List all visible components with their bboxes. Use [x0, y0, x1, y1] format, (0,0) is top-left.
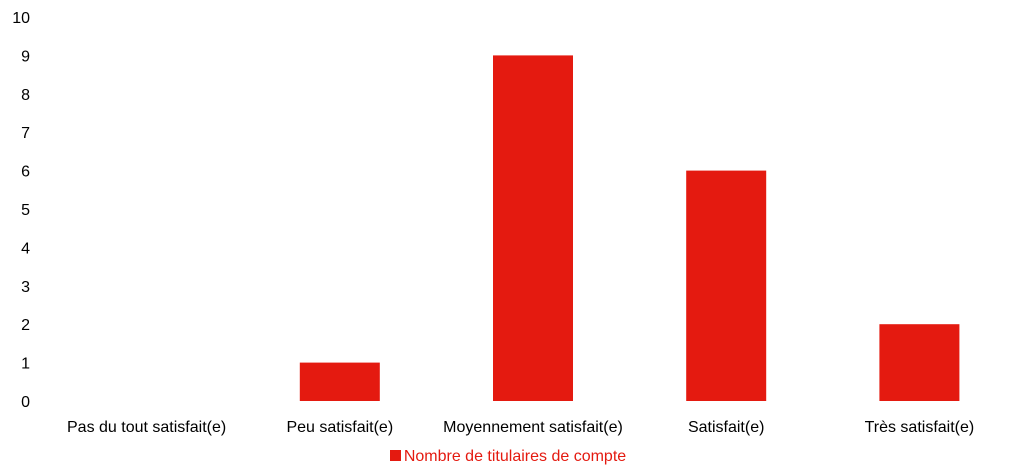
x-tick-label: Peu satisfait(e) [286, 419, 393, 436]
legend-swatch [389, 450, 401, 461]
legend: Nombre de titulaires de compte [0, 447, 1016, 467]
y-tick-label: 2 [21, 317, 30, 334]
y-tick-label: 0 [21, 394, 30, 411]
legend-label: Nombre de titulaires de compte [403, 448, 627, 465]
bar [879, 324, 960, 401]
y-tick-label: 4 [21, 240, 30, 257]
y-tick-label: 3 [21, 279, 30, 296]
x-axis: Pas du tout satisfait(e) Peu satisfait(e)… [67, 419, 974, 436]
x-tick-label: Pas du tout satisfait(e) [67, 419, 226, 436]
x-tick-label: Satisfait(e) [688, 419, 764, 436]
x-tick-label: Très satisfait(e) [865, 419, 975, 436]
bar [299, 362, 380, 401]
y-tick-label: 7 [21, 125, 30, 142]
y-tick-label: 8 [21, 87, 30, 104]
y-tick-label: 5 [21, 202, 30, 219]
x-tick-label: Moyennement satisfait(e) [443, 419, 623, 436]
y-tick-label: 1 [21, 356, 30, 373]
y-axis: 0 1 2 3 4 5 6 7 8 9 10 [12, 10, 30, 411]
bars [299, 55, 960, 402]
y-tick-label: 9 [21, 48, 30, 65]
bar [686, 170, 767, 401]
bar [493, 55, 573, 402]
y-tick-label: 10 [12, 10, 30, 27]
y-tick-label: 6 [21, 164, 30, 181]
bar-chart: 0 1 2 3 4 5 6 7 8 9 10 Pas du tout satisfait(e) Peu… [12, 10, 974, 436]
